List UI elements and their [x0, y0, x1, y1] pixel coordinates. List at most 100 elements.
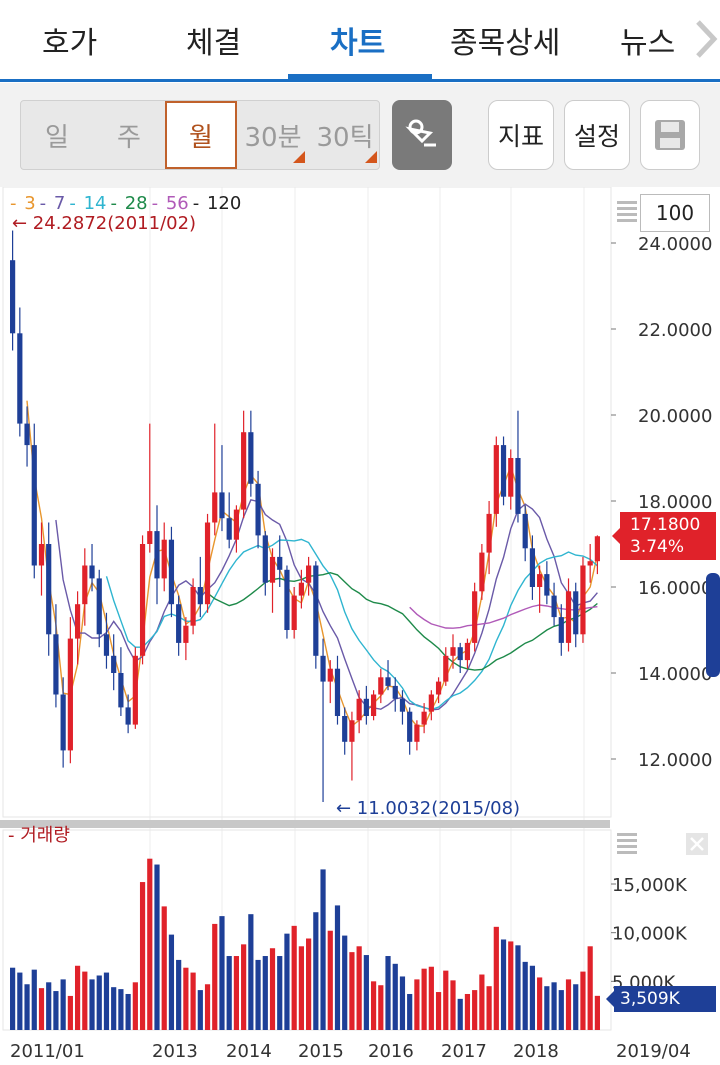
volume-bar — [479, 974, 485, 1030]
candle-body — [327, 668, 333, 682]
tab-chart[interactable]: 차트 — [330, 26, 386, 61]
tab-news[interactable]: 뉴스 — [620, 26, 676, 61]
menu-lines-icon — [617, 219, 637, 222]
volume-bar — [414, 979, 420, 1030]
volume-bar — [370, 981, 377, 1030]
volume-bar — [385, 956, 391, 1030]
price-axis-label: 22.0000 — [638, 320, 712, 341]
legend-swatch: - — [192, 193, 205, 214]
candle-body — [558, 617, 564, 643]
menu-lines-icon — [617, 207, 637, 210]
volume-bar — [580, 971, 586, 1030]
volume-bar — [587, 946, 593, 1030]
volume-title: - 거래량 — [8, 825, 70, 846]
volume-bar — [269, 948, 276, 1030]
volume-bar — [74, 965, 81, 1030]
volume-bar — [10, 967, 16, 1030]
volume-bar — [486, 986, 492, 1030]
period-weekly[interactable]: 주 — [117, 122, 141, 153]
candle-body — [443, 655, 449, 682]
menu-lines-icon — [617, 839, 637, 842]
active-tab-indicator — [288, 74, 432, 80]
ma-line — [26, 400, 599, 728]
volume-bar — [183, 967, 189, 1030]
candle-body — [414, 724, 420, 742]
candle-body — [580, 565, 586, 635]
volume-bar — [233, 956, 240, 1030]
period-daily[interactable]: 일 — [45, 122, 69, 153]
moving-average-lines — [26, 400, 599, 728]
candle-body — [500, 445, 507, 497]
volume-bar — [60, 979, 66, 1030]
volume-bar — [176, 959, 182, 1030]
dropdown-corner-icon — [365, 151, 377, 163]
max-price-annotation: ← 24.2872(2011/02) — [12, 213, 196, 234]
volume-bar — [197, 990, 203, 1030]
period-count-input[interactable]: 100 — [640, 194, 710, 232]
drawing-tool-button[interactable] — [392, 100, 452, 170]
candle-body — [96, 578, 102, 635]
volume-bar — [24, 984, 30, 1030]
x-axis-label: 2014 — [226, 1041, 272, 1062]
candle-body — [479, 552, 485, 592]
candle-body — [385, 677, 391, 686]
tab-orderbook[interactable]: 호가 — [42, 26, 98, 61]
chart-toolbar: 일 주 월 30분 30틱 지표 설정 — [0, 83, 720, 187]
close-icon-cross — [690, 837, 704, 851]
period-30min[interactable]: 30분 — [237, 101, 309, 169]
candle-body — [233, 509, 240, 540]
legend-item: - 7 — [40, 193, 68, 214]
volume-bar — [168, 934, 175, 1030]
settings-button[interactable]: 설정 — [564, 100, 630, 170]
candle-body — [515, 458, 521, 514]
volume-bar — [443, 970, 449, 1030]
candle-body — [176, 604, 182, 643]
period-monthly[interactable]: 월 — [165, 101, 237, 169]
candle-body — [60, 694, 66, 751]
candle-body — [522, 513, 528, 549]
volume-bar — [363, 955, 369, 1030]
legend-swatch: - — [10, 193, 23, 214]
volume-bar — [96, 975, 102, 1030]
volume-bar — [226, 956, 232, 1030]
candle-body — [31, 445, 37, 566]
panel-handle — [706, 573, 720, 677]
legend-item: - 120 — [193, 193, 244, 214]
tab-trades[interactable]: 체결 — [186, 26, 242, 61]
volume-bar — [291, 925, 297, 1030]
chevron-right-icon[interactable] — [690, 14, 720, 64]
candle-body — [226, 518, 232, 540]
candle-body — [204, 522, 211, 605]
dropdown-corner-icon — [293, 151, 305, 163]
candle-body — [67, 638, 73, 751]
candle-body — [435, 681, 442, 695]
menu-lines-icon — [617, 851, 637, 854]
legend-swatch: - — [69, 193, 82, 214]
candle-body — [370, 694, 377, 716]
volume-bar — [46, 982, 52, 1030]
save-button[interactable] — [640, 100, 700, 170]
stock-chart[interactable]: 24.0000 22.0000 20.0000 18.0000 16.0000 14.00… — [0, 187, 720, 1065]
candle-body — [298, 582, 304, 596]
candle-body — [313, 565, 319, 656]
volume-bar — [529, 965, 536, 1030]
candle-body — [551, 595, 557, 618]
volume-bar — [147, 858, 153, 1030]
candle-body — [111, 655, 117, 673]
candle-body — [306, 565, 312, 583]
menu-lines-icon — [617, 845, 637, 848]
volume-bar — [313, 912, 319, 1030]
period-30tick-label: 30틱 — [316, 122, 374, 153]
volume-bar — [537, 977, 543, 1030]
candle-body — [190, 587, 196, 626]
volume-bar — [262, 956, 268, 1030]
period-30tick[interactable]: 30틱 — [309, 101, 381, 169]
volume-bar — [118, 989, 124, 1030]
indicator-button[interactable]: 지표 — [488, 100, 554, 170]
tab-stock-detail[interactable]: 종목상세 — [450, 26, 561, 61]
ma-legend: - 3- 7- 14- 28- 56- 120 — [10, 193, 245, 214]
volume-bar — [573, 984, 579, 1030]
volume-axis-label: 15,000K — [612, 875, 688, 896]
volume-bar — [67, 995, 73, 1030]
volume-bar — [421, 968, 427, 1030]
